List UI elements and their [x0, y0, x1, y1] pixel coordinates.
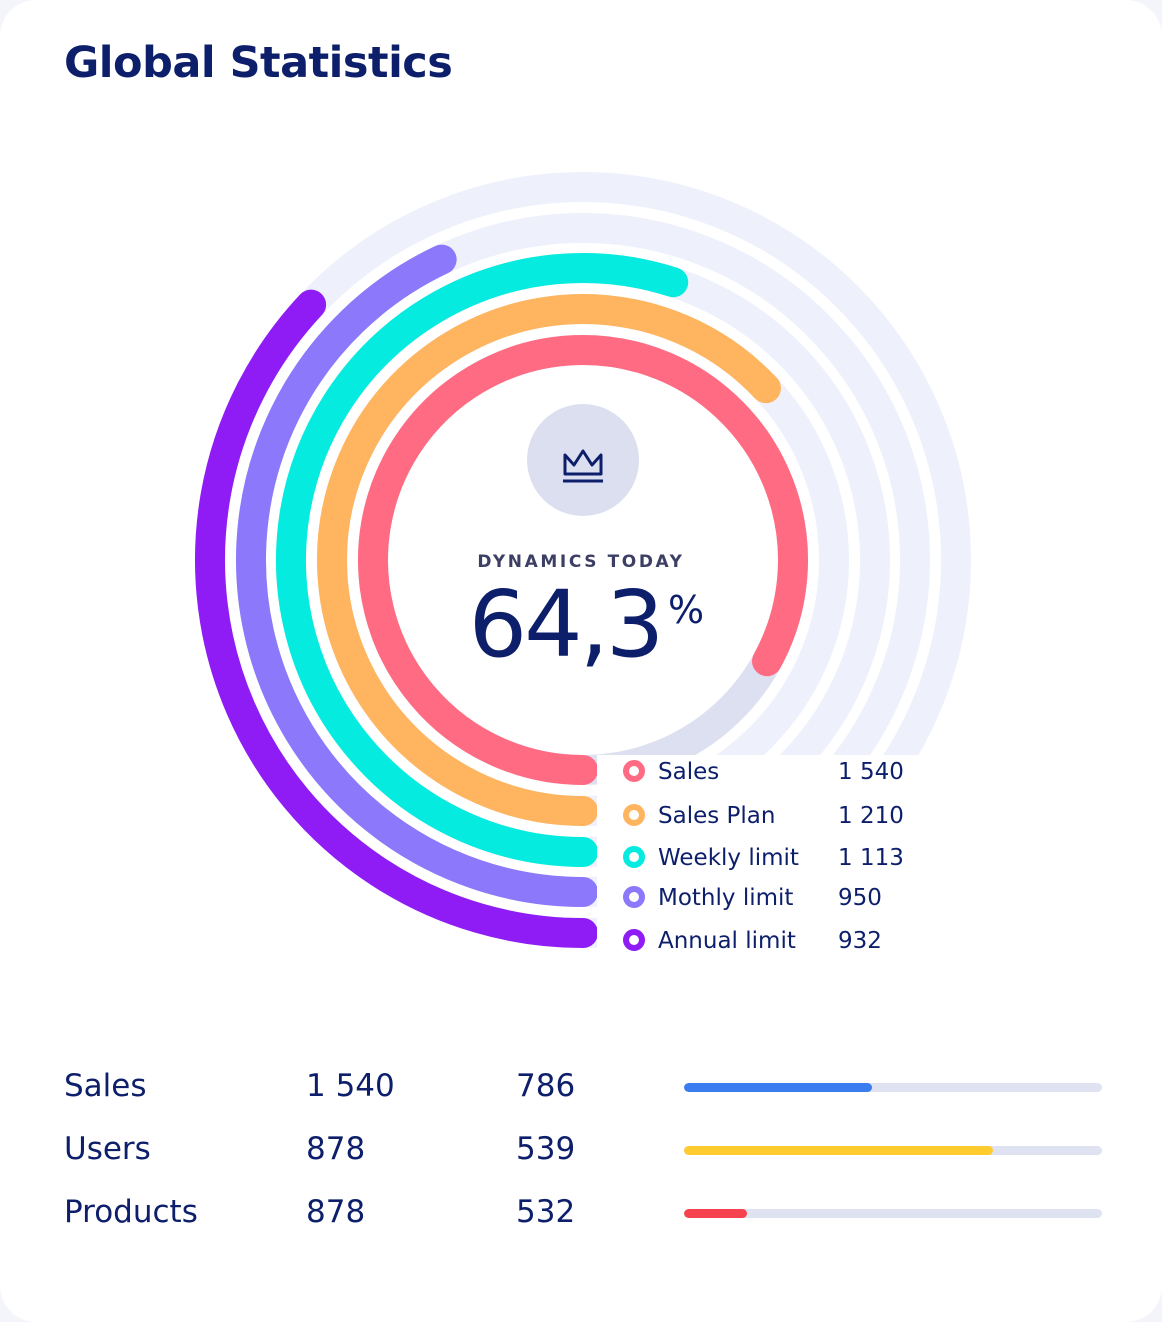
crown-icon	[563, 449, 603, 483]
legend-value: 1 540	[838, 759, 904, 785]
legend-marker-icon	[623, 804, 645, 826]
page-title: Global Statistics	[64, 38, 453, 88]
crown-icon-badge	[527, 404, 639, 516]
row-value-1: 878	[306, 1194, 366, 1230]
legend-label: Sales	[658, 759, 719, 785]
progress-bar	[684, 1146, 1102, 1155]
row-value-2: 539	[516, 1131, 576, 1167]
legend-marker-icon	[623, 886, 645, 908]
legend-item: Weekly limit 1 113	[623, 845, 904, 871]
row-value-2: 532	[516, 1194, 576, 1230]
chart-subtitle: DYNAMICS TODAY	[477, 552, 684, 572]
progress-bar	[684, 1083, 1102, 1092]
table-row: Products 878 532	[64, 1188, 1104, 1238]
legend-value: 932	[838, 928, 882, 954]
ring-arc-mothly-limit	[236, 244, 598, 907]
center-unit: %	[668, 588, 704, 632]
legend-item: Sales Plan 1 210	[623, 803, 904, 829]
ring-group	[195, 172, 971, 955]
legend-label: Annual limit	[658, 928, 796, 954]
table-row: Users 878 539	[64, 1125, 1104, 1175]
ring-arc-sales-plan	[317, 294, 781, 826]
row-name: Products	[64, 1194, 198, 1230]
legend-item: Annual limit 932	[623, 928, 882, 954]
row-name: Users	[64, 1131, 151, 1167]
progress-fill	[684, 1083, 873, 1092]
table-row: Sales 1 540 786	[64, 1062, 1104, 1112]
legend-marker-icon	[623, 760, 645, 782]
legend-label: Weekly limit	[658, 845, 799, 871]
row-value-1: 1 540	[306, 1068, 395, 1104]
legend-value: 1 113	[838, 845, 904, 871]
progress-bar	[684, 1209, 1102, 1218]
row-value-1: 878	[306, 1131, 366, 1167]
legend-marker-icon	[623, 929, 645, 951]
ring-arc-annual-limit	[195, 289, 598, 948]
legend-value: 1 210	[838, 803, 904, 829]
radial-chart: DYNAMICS TODAY 64,3 % Sales 1 540 Sales Pl…	[195, 172, 971, 955]
legend-label: Mothly limit	[658, 885, 793, 911]
chart-legend: Sales 1 540 Sales Plan 1 210 Weekly limit 1 1…	[623, 759, 904, 954]
legend-item: Sales 1 540	[623, 759, 904, 785]
progress-fill	[684, 1209, 747, 1218]
row-value-2: 786	[516, 1068, 576, 1104]
row-name: Sales	[64, 1068, 147, 1104]
legend-marker-icon	[623, 846, 645, 868]
progress-fill	[684, 1146, 994, 1155]
ring-arc-sales	[358, 335, 808, 785]
center-value: 64,3	[469, 571, 662, 678]
legend-value: 950	[838, 885, 882, 911]
legend-label: Sales Plan	[658, 803, 775, 829]
legend-item: Mothly limit 950	[623, 885, 882, 911]
ring-arc-weekly-limit	[276, 253, 689, 867]
legend-backdrop	[597, 755, 937, 955]
